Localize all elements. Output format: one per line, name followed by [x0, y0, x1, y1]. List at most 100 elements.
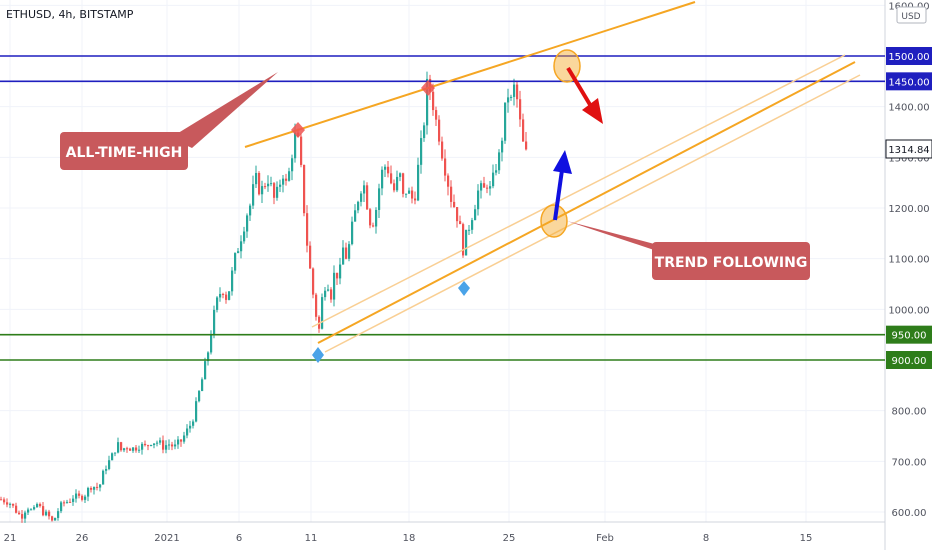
candle: [420, 130, 423, 174]
candle: [312, 267, 315, 299]
candle-body: [144, 443, 147, 446]
candle: [399, 172, 402, 182]
candle: [48, 509, 51, 520]
candle-body: [195, 401, 198, 422]
candle-body: [228, 291, 231, 300]
candle-body: [462, 224, 465, 256]
price-tick-4: 1100.00: [888, 255, 929, 266]
candle-body: [123, 448, 126, 451]
candle-body: [150, 445, 153, 447]
ath-callout-text: ALL-TIME-HIGH: [66, 145, 183, 161]
candle: [468, 224, 471, 236]
candle-body: [330, 289, 333, 300]
candle: [72, 495, 75, 506]
candle: [273, 181, 276, 205]
price-tick-8: 600.00: [892, 508, 927, 519]
candle: [387, 161, 390, 178]
candle: [192, 419, 195, 429]
candle: [39, 502, 42, 508]
candle: [459, 215, 462, 225]
candle: [66, 499, 69, 504]
candle-body: [339, 264, 342, 279]
last-price-tag-text: 1314.84: [888, 145, 929, 156]
candle-body: [243, 231, 246, 242]
candle-body: [309, 245, 312, 269]
candle-body: [93, 486, 96, 490]
time-tick-2: 2021: [154, 533, 179, 544]
candle-body: [114, 452, 117, 454]
resistance-1500-tag-text: 1500.00: [888, 52, 929, 63]
last-price-tag: 1314.84: [885, 139, 932, 159]
candle: [504, 102, 507, 144]
candle: [114, 452, 117, 457]
candle: [108, 455, 111, 471]
candle: [30, 508, 33, 511]
candle-body: [300, 136, 303, 165]
candle: [21, 510, 24, 523]
candle: [81, 494, 84, 502]
candle: [240, 235, 243, 259]
price-tick-1: 1400.00: [888, 103, 929, 114]
candle: [495, 163, 498, 176]
support-950-tag-text: 950.00: [892, 331, 927, 342]
support-950-tag-bg: [886, 325, 932, 344]
candle: [42, 502, 45, 517]
candle: [177, 436, 180, 449]
candle: [462, 222, 465, 258]
candle-body: [375, 209, 378, 227]
candle-body: [153, 443, 156, 446]
candle: [33, 505, 36, 511]
candle-body: [405, 193, 408, 195]
candle: [249, 203, 252, 221]
candle: [87, 486, 90, 502]
time-tick-9: 15: [800, 533, 813, 544]
candle-body: [75, 493, 78, 499]
candle: [159, 437, 162, 445]
currency-button-bg[interactable]: [896, 6, 927, 24]
candle-body: [213, 309, 216, 336]
candle-body: [453, 201, 456, 208]
candle: [465, 229, 468, 256]
candle: [366, 182, 369, 210]
candle: [18, 510, 21, 515]
candle-body: [177, 439, 180, 445]
candle-body: [513, 84, 516, 97]
candle: [483, 176, 486, 188]
candle-body: [402, 173, 405, 194]
price-tick-7: 700.00: [892, 457, 927, 468]
candle: [381, 166, 384, 196]
candle: [480, 180, 483, 199]
time-axis[interactable]: 21 26 2021 6 11 18 25 Feb 8 15: [4, 533, 813, 544]
candle-body: [510, 96, 513, 98]
ath-callout-box[interactable]: [60, 132, 188, 170]
candle: [405, 193, 408, 198]
candle-body: [438, 119, 441, 142]
candle-body: [57, 511, 60, 518]
level-price-tags: 1500.00 1450.00 950.00 900.00: [886, 47, 932, 369]
candle: [126, 446, 129, 453]
candle-body: [399, 173, 402, 177]
candle-body: [291, 158, 294, 172]
candle-body: [519, 99, 522, 120]
candle: [342, 240, 345, 265]
candle-body: [60, 502, 63, 512]
candle: [162, 435, 165, 454]
candle-body: [141, 443, 144, 450]
candle-body: [237, 251, 240, 254]
candle: [120, 441, 123, 452]
trend-callout-box[interactable]: [652, 242, 810, 280]
upper-channel-line[interactable]: [244, 1, 696, 148]
candle: [438, 115, 441, 146]
candle-body: [504, 102, 507, 141]
candle: [453, 194, 456, 208]
candle-body: [327, 289, 330, 291]
currency-button[interactable]: USD: [896, 6, 927, 24]
candle: [252, 175, 255, 210]
candle: [270, 176, 273, 187]
candle: [303, 164, 306, 217]
candle: [390, 165, 393, 185]
candle: [234, 252, 237, 274]
candle-body: [267, 183, 270, 187]
lower-channel-line[interactable]: [317, 61, 856, 344]
